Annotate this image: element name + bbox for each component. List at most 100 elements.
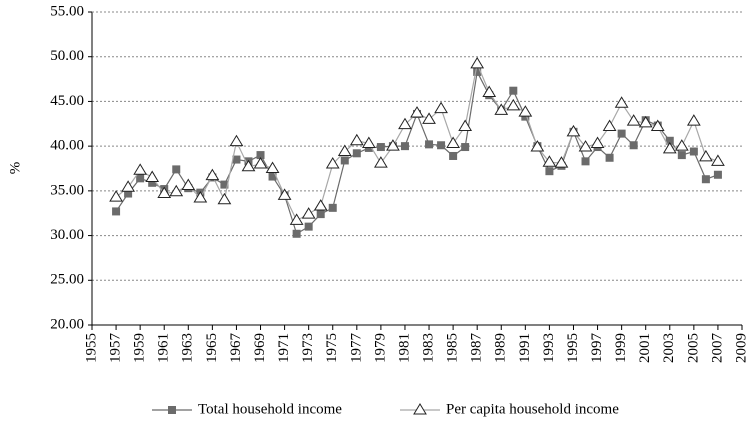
marker (133, 163, 148, 175)
x-tick-label: 1967 (228, 333, 244, 364)
legend-label: Total household income (198, 401, 342, 417)
marker (229, 134, 244, 147)
marker (590, 136, 605, 148)
x-tick-label: 1989 (493, 333, 509, 363)
marker (256, 151, 265, 160)
x-tick-label: 1997 (589, 333, 605, 364)
marker (437, 141, 446, 150)
marker (386, 139, 400, 151)
x-tick-label: 1959 (132, 333, 148, 363)
marker (699, 149, 713, 162)
marker (109, 190, 123, 202)
marker (112, 207, 121, 216)
marker (446, 136, 460, 148)
y-tick-label: 50.00 (50, 48, 84, 64)
marker (422, 112, 436, 124)
y-tick-label: 45.00 (50, 93, 84, 109)
marker (193, 191, 208, 203)
marker (686, 114, 701, 126)
marker (268, 172, 277, 181)
marker (301, 207, 316, 219)
marker (145, 170, 160, 182)
marker (581, 157, 590, 166)
x-tick-label: 1965 (204, 333, 220, 363)
y-tick-label: 40.00 (50, 138, 84, 154)
x-tick-label: 1969 (252, 333, 268, 363)
marker (374, 156, 388, 168)
series-line (115, 70, 719, 235)
marker (506, 98, 521, 111)
marker (148, 178, 157, 187)
y-tick-label: 55.00 (50, 3, 84, 19)
marker (232, 155, 241, 164)
marker (304, 222, 313, 231)
marker (168, 406, 176, 414)
marker (292, 229, 301, 238)
marker (629, 141, 638, 150)
marker (352, 149, 361, 158)
x-tick-label: 1995 (565, 333, 581, 363)
x-tick-label: 1977 (348, 333, 364, 364)
x-tick-label: 1987 (469, 333, 485, 364)
marker (217, 192, 232, 205)
marker (265, 161, 280, 173)
x-tick-label: 1973 (300, 333, 316, 363)
marker (542, 155, 557, 167)
marker (337, 144, 352, 157)
marker (711, 154, 725, 166)
x-tick-label: 1979 (372, 333, 388, 363)
x-tick-label: 1981 (396, 333, 412, 363)
x-tick-label: 1957 (108, 333, 124, 364)
x-tick-label: 1985 (445, 333, 461, 363)
marker (713, 170, 722, 179)
marker (617, 129, 626, 138)
marker (124, 189, 133, 198)
marker (136, 174, 145, 183)
marker (530, 140, 545, 152)
marker (328, 203, 337, 212)
x-tick-label: 1955 (83, 333, 99, 363)
x-tick-label: 1961 (156, 333, 172, 363)
x-tick-label: 1993 (541, 333, 557, 363)
marker (470, 56, 485, 69)
marker (425, 140, 434, 149)
marker (482, 85, 497, 97)
y-tick-label: 25.00 (50, 272, 84, 288)
marker (289, 213, 304, 225)
marker (545, 167, 554, 176)
marker (578, 140, 593, 152)
marker (400, 142, 409, 151)
x-tick-label: 1999 (613, 333, 629, 363)
marker (413, 403, 427, 415)
marker (434, 101, 448, 114)
marker (638, 115, 653, 128)
x-tick-label: 1983 (420, 333, 436, 363)
marker (169, 184, 184, 197)
marker (361, 136, 376, 148)
x-tick-label: 2005 (685, 333, 701, 363)
marker (674, 139, 689, 151)
marker (614, 96, 629, 108)
x-tick-label: 1975 (324, 333, 340, 363)
y-tick-label: 20.00 (50, 316, 84, 332)
marker (277, 188, 292, 200)
marker (376, 143, 385, 152)
marker (518, 105, 533, 117)
x-tick-label: 1991 (517, 333, 533, 363)
marker (689, 147, 698, 156)
x-tick-label: 2003 (661, 333, 677, 363)
marker (662, 141, 677, 154)
marker (205, 168, 220, 181)
marker (316, 210, 325, 219)
marker (650, 119, 665, 131)
y-axis-label: % (7, 162, 23, 175)
marker (157, 186, 172, 199)
marker (220, 180, 229, 189)
marker (181, 178, 196, 190)
x-tick-label: 1963 (180, 333, 196, 363)
marker (449, 151, 458, 160)
marker (602, 119, 617, 131)
marker (121, 180, 135, 192)
marker (241, 159, 256, 172)
